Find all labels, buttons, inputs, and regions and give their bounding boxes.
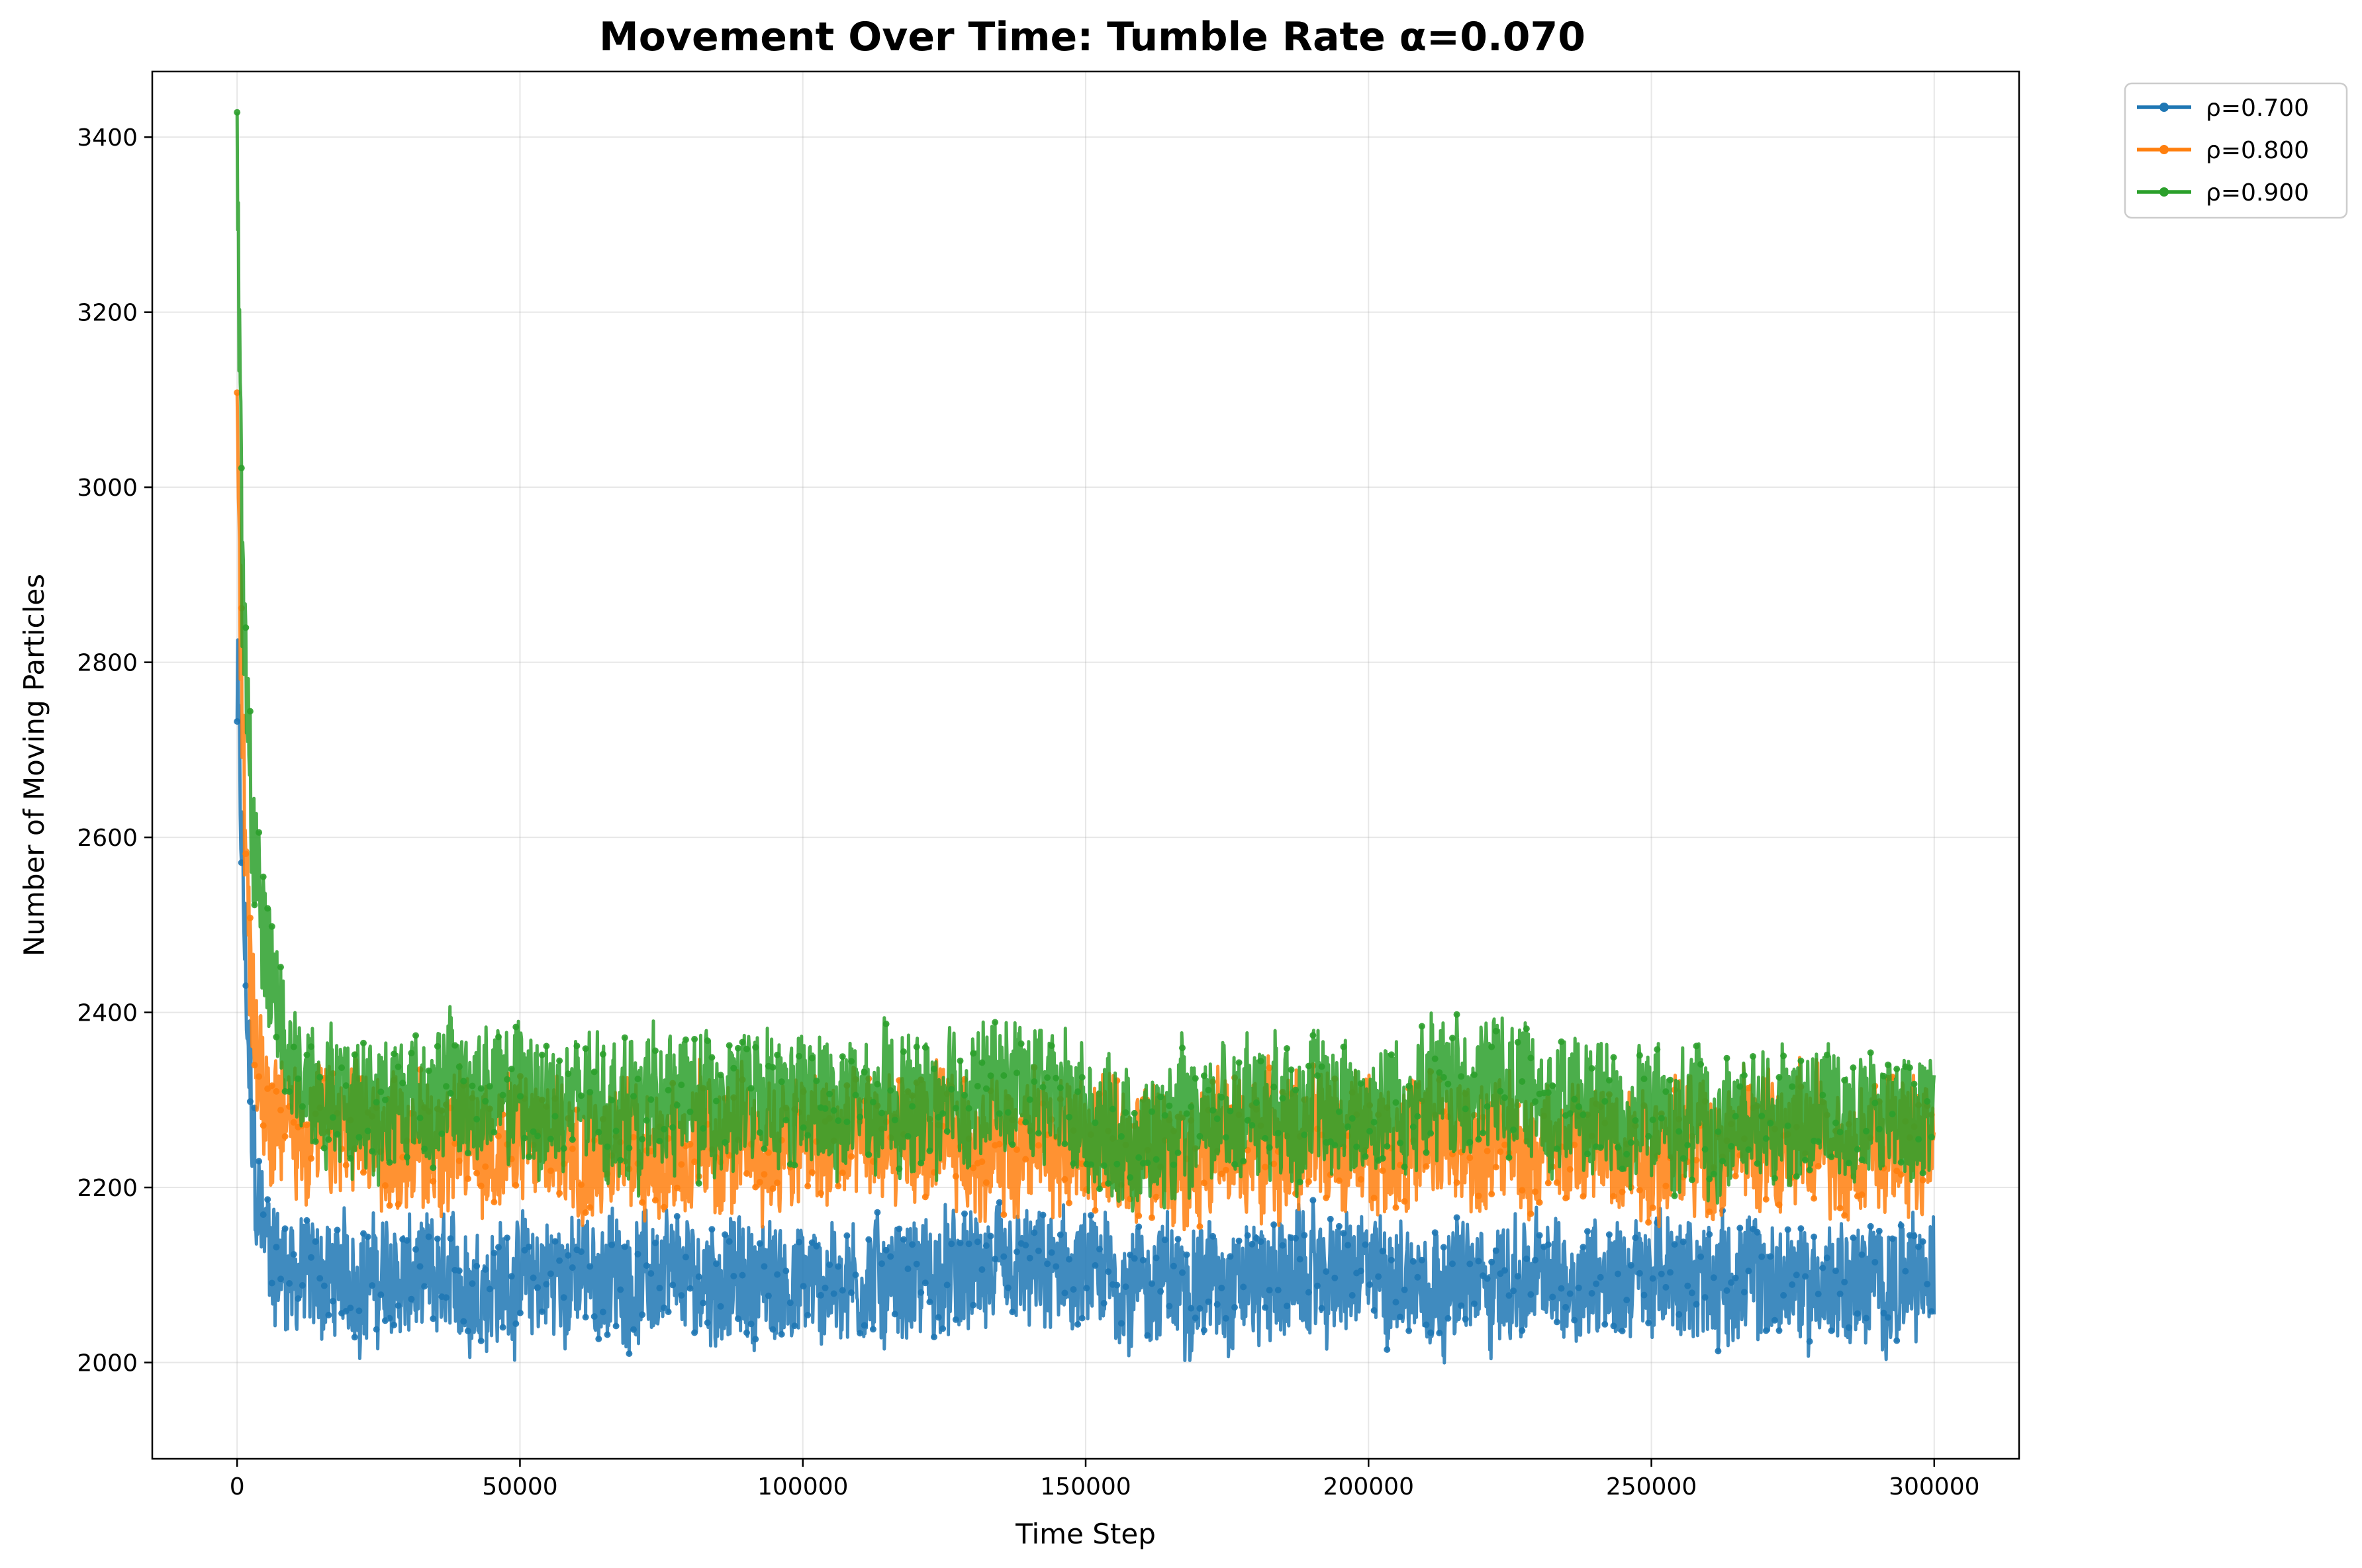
x-tick-label: 300000 <box>1889 1473 1979 1500</box>
y-tick-label: 2800 <box>77 650 138 677</box>
legend-item-0: ρ=0.700 <box>2137 95 2309 122</box>
legend-label: ρ=0.800 <box>2206 137 2309 164</box>
legend-marker <box>2159 187 2169 197</box>
x-tick-label: 0 <box>230 1473 245 1500</box>
legend-frame <box>2124 82 2348 219</box>
grid-lines <box>152 71 2019 1459</box>
x-tick-label: 50000 <box>482 1473 558 1500</box>
y-axis: 2000 2200 2400 2600 2800 3000 3200 3400 <box>77 124 152 1377</box>
legend-label: ρ=0.700 <box>2206 95 2309 122</box>
y-tick-label: 2400 <box>77 1000 138 1027</box>
legend-label: ρ=0.900 <box>2206 179 2309 207</box>
x-axis-label: Time Step <box>1015 1518 1156 1550</box>
legend-item-1: ρ=0.800 <box>2137 137 2309 164</box>
legend-marker <box>2159 103 2169 112</box>
legend-item-2: ρ=0.900 <box>2137 179 2309 207</box>
legend: ρ=0.700 ρ=0.800 ρ=0.900 <box>2124 82 2348 219</box>
legend-marker <box>2159 145 2169 154</box>
x-tick-label: 200000 <box>1323 1473 1414 1500</box>
series-2 <box>234 109 1936 1213</box>
x-tick-label: 250000 <box>1606 1473 1697 1500</box>
x-tick-label: 150000 <box>1040 1473 1131 1500</box>
y-tick-label: 2600 <box>77 825 138 852</box>
y-axis-label: Number of Moving Particles <box>18 574 50 956</box>
series-line <box>235 638 1936 1365</box>
y-tick-label: 2200 <box>77 1175 138 1202</box>
x-axis: 0 50000 100000 150000 200000 250000 300000 <box>230 1459 1980 1500</box>
chart-title: Movement Over Time: Tumble Rate α=0.070 <box>599 14 1585 60</box>
y-tick-label: 3200 <box>77 300 138 327</box>
plot-area <box>234 109 1936 1365</box>
y-tick-label: 3000 <box>77 475 138 502</box>
y-tick-label: 3400 <box>77 124 138 152</box>
series-0 <box>234 638 1936 1365</box>
x-tick-label: 100000 <box>757 1473 848 1500</box>
y-tick-label: 2000 <box>77 1350 138 1377</box>
